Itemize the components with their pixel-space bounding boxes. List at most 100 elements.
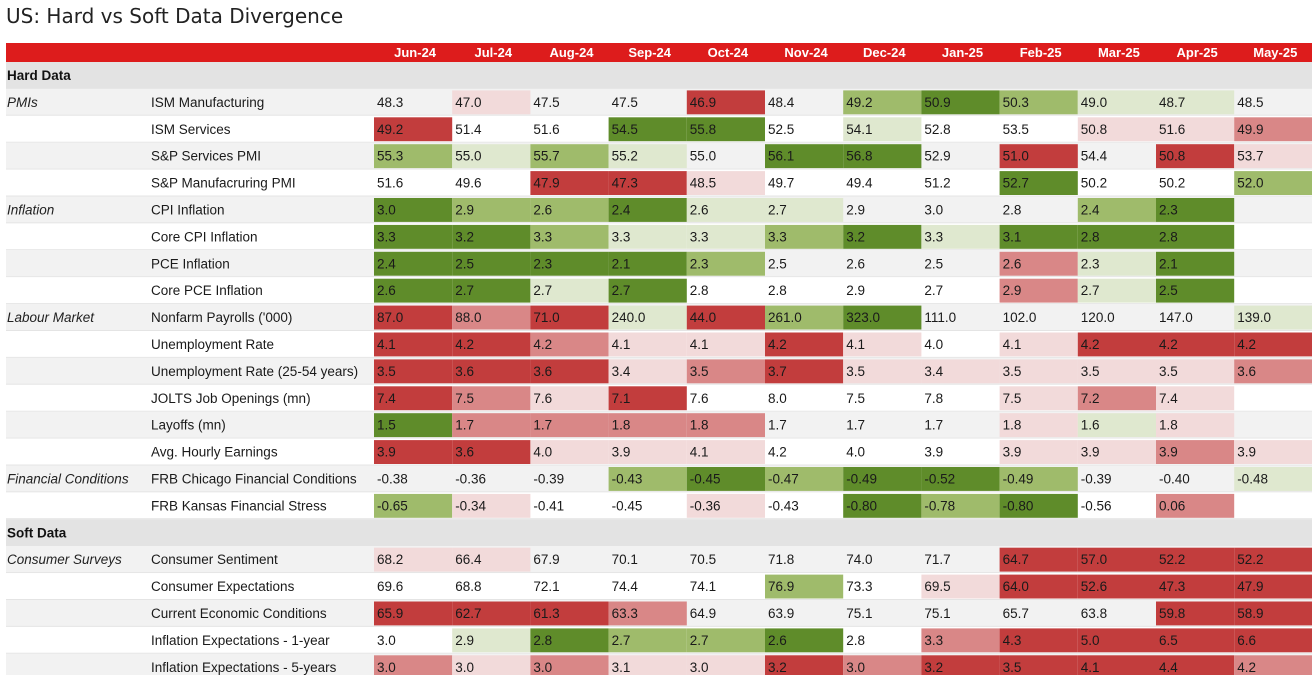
heat-cell <box>1156 413 1235 438</box>
heat-cell <box>999 359 1078 384</box>
heat-cell <box>530 278 609 303</box>
heat-cell <box>1234 359 1312 384</box>
cell-value: -0.49 <box>846 472 877 487</box>
cell-value: 3.5 <box>1159 364 1178 379</box>
cell-value: 49.2 <box>377 122 403 137</box>
row-label: Core CPI Inflation <box>151 229 258 244</box>
table-row <box>6 492 1312 520</box>
heat-cell <box>843 224 922 249</box>
cell-value: 2.7 <box>690 633 709 648</box>
cell-value: 51.6 <box>1159 122 1185 137</box>
cell-value: 3.0 <box>533 660 552 675</box>
heat-cell <box>1156 332 1235 357</box>
cell-value: 3.9 <box>1237 445 1256 460</box>
cell-value: 3.6 <box>455 364 474 379</box>
heat-cell <box>686 359 765 384</box>
cell-value: 51.6 <box>533 122 559 137</box>
heat-cell <box>843 359 922 384</box>
cell-value: 2.9 <box>1003 283 1022 298</box>
cell-value: 50.2 <box>1081 176 1107 191</box>
heat-cell <box>999 386 1078 411</box>
cell-value: -0.36 <box>690 498 721 513</box>
cell-value: 1.8 <box>690 418 709 433</box>
cell-value: 47.3 <box>612 176 638 191</box>
cell-value: 47.0 <box>455 95 481 110</box>
cell-value: 4.2 <box>1237 337 1256 352</box>
cell-value: 4.1 <box>846 337 865 352</box>
group-label: PMIs <box>7 95 38 110</box>
cell-value: 4.2 <box>533 337 552 352</box>
cell-value: 46.9 <box>690 95 716 110</box>
cell-value: 7.5 <box>455 391 474 406</box>
heat-cell <box>374 117 453 142</box>
cell-value: 6.5 <box>1159 633 1178 648</box>
cell-value: 7.5 <box>846 391 865 406</box>
heat-cell <box>686 171 765 195</box>
heat-cell <box>608 467 687 491</box>
cell-value: 3.3 <box>768 229 787 244</box>
cell-value: 4.4 <box>1159 660 1178 675</box>
cell-value: 2.9 <box>455 633 474 648</box>
heat-cell <box>1156 198 1235 222</box>
cell-value: 56.1 <box>768 149 794 164</box>
cell-value: 2.7 <box>455 283 474 298</box>
cell-value: 52.8 <box>924 122 950 137</box>
heat-cell <box>1234 305 1312 330</box>
heat-cell <box>608 251 687 276</box>
cell-value: 2.6 <box>533 203 552 218</box>
heat-cell <box>999 278 1078 303</box>
heat-cell <box>530 305 609 330</box>
heat-cell <box>1077 198 1156 222</box>
heat-cell <box>530 144 609 169</box>
cell-value: 4.2 <box>768 337 787 352</box>
cell-value: 2.5 <box>924 256 943 271</box>
cell-value: 55.0 <box>455 149 481 164</box>
cell-value: 4.2 <box>768 445 787 460</box>
cell-value: 47.9 <box>1237 579 1263 594</box>
column-header: Nov-24 <box>784 45 828 60</box>
cell-value: 2.9 <box>846 283 865 298</box>
cell-value: 48.5 <box>1237 95 1263 110</box>
cell-value: 4.0 <box>846 445 865 460</box>
row-label: Unemployment Rate <box>151 337 274 352</box>
column-header: Oct-24 <box>708 45 749 60</box>
cell-value: 2.3 <box>690 256 709 271</box>
heat-cell <box>843 144 922 169</box>
heat-cell <box>765 467 844 491</box>
cell-value: 3.3 <box>533 229 552 244</box>
heat-cell <box>608 332 687 357</box>
heat-cell <box>374 144 453 169</box>
heat-cell <box>530 171 609 195</box>
cell-value: 50.3 <box>1003 95 1029 110</box>
cell-value: 69.5 <box>924 579 950 594</box>
cell-value: 2.4 <box>1081 203 1100 218</box>
cell-value: 4.2 <box>1159 337 1178 352</box>
cell-value: -0.80 <box>846 498 877 513</box>
cell-value: 48.5 <box>690 176 716 191</box>
heat-cell <box>452 251 531 276</box>
cell-value: 3.4 <box>612 364 631 379</box>
heat-cell <box>374 198 453 222</box>
heat-cell <box>1077 413 1156 438</box>
heat-cell <box>530 655 609 675</box>
cell-value: 55.2 <box>612 149 638 164</box>
row-label: PCE Inflation <box>151 256 230 271</box>
cell-value: 2.6 <box>377 283 396 298</box>
heat-cell <box>608 628 687 653</box>
heat-cell <box>1234 117 1312 142</box>
cell-value: 1.7 <box>768 418 787 433</box>
cell-value: 2.1 <box>612 256 631 271</box>
cell-value: 74.4 <box>612 579 639 594</box>
heat-cell <box>1156 574 1235 599</box>
heat-cell <box>765 144 844 169</box>
row-label: S&P Manufacruring PMI <box>151 176 296 191</box>
heat-cell <box>608 440 687 464</box>
column-header: Jun-24 <box>394 45 437 60</box>
cell-value: 50.8 <box>1081 122 1107 137</box>
row-label: Unemployment Rate (25-54 years) <box>151 364 358 379</box>
heat-cell <box>686 305 765 330</box>
heat-cell <box>374 305 453 330</box>
cell-value: 3.0 <box>377 633 396 648</box>
cell-value: 49.0 <box>1081 95 1107 110</box>
heat-cell <box>452 413 531 438</box>
